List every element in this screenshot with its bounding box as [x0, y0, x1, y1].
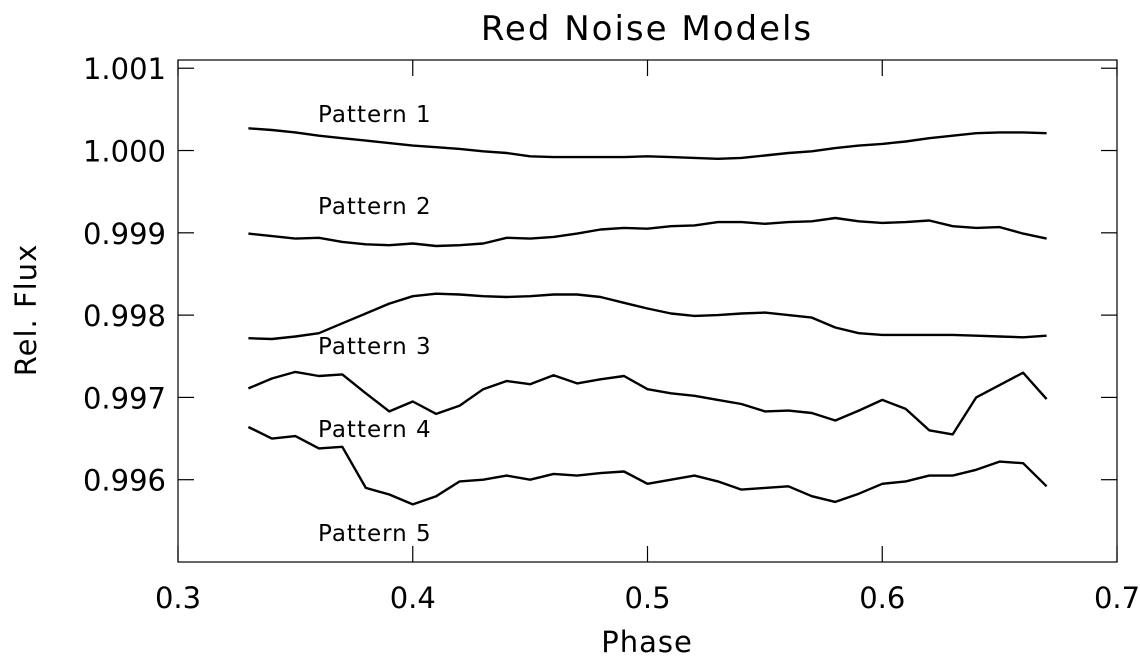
series-line	[248, 292, 1047, 341]
annotation: Pattern 4	[318, 417, 432, 443]
y-tick-label: 1.000	[83, 135, 166, 169]
annotation: Pattern 3	[318, 334, 432, 360]
x-tick-label: 0.5	[624, 581, 670, 615]
y-tick-label: 1.001	[83, 52, 166, 86]
y-axis-label: Rel. Flux	[9, 244, 43, 376]
y-tick-label: 0.996	[83, 464, 166, 498]
series-line	[247, 370, 1048, 436]
series-line	[247, 425, 1048, 506]
y-tick-label: 0.999	[83, 217, 166, 251]
x-tick-label: 0.3	[155, 581, 201, 615]
chart-title: Red Noise Models	[481, 9, 813, 49]
annotation: Pattern 2	[318, 194, 432, 220]
series-line	[248, 216, 1047, 248]
annotation: Pattern 1	[318, 102, 432, 128]
y-tick-label: 0.998	[83, 299, 166, 333]
x-axis-label: Phase	[601, 625, 693, 659]
y-tick-label: 0.997	[83, 381, 166, 415]
annotation: Pattern 5	[318, 521, 432, 547]
series-line	[248, 127, 1047, 161]
x-tick-label: 0.6	[859, 581, 905, 615]
x-tick-label: 0.7	[1094, 581, 1140, 615]
x-tick-label: 0.4	[390, 581, 436, 615]
